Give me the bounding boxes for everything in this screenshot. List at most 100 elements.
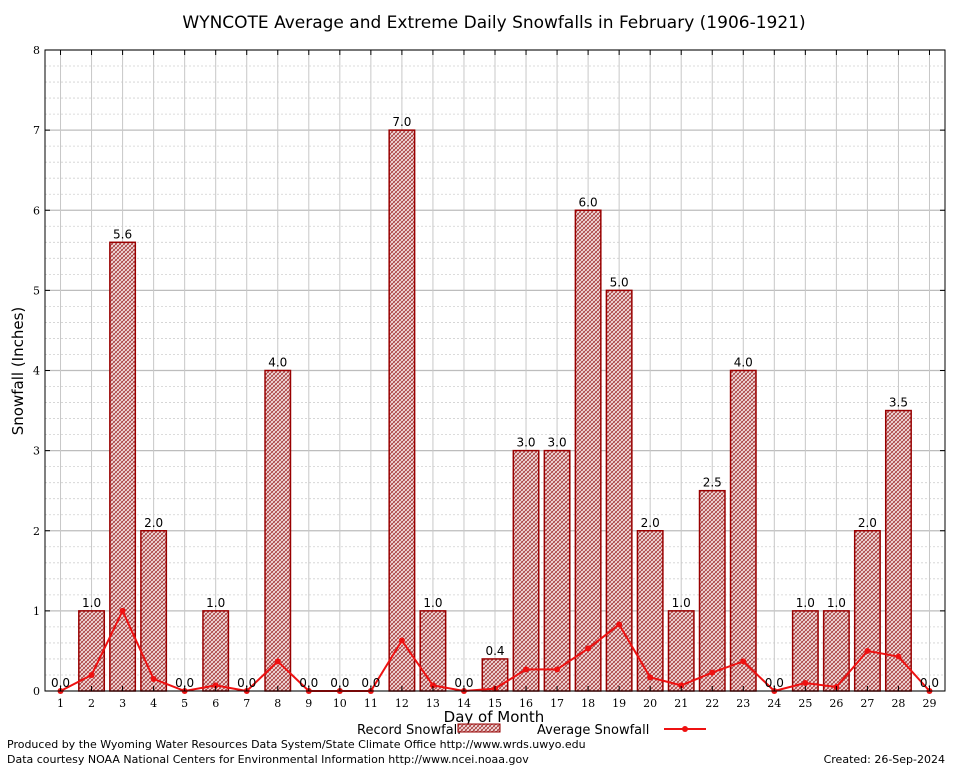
legend-label-record: Record Snowfall — [357, 723, 461, 738]
y-tick-label: 2 — [33, 525, 40, 538]
data-label-day-6: 1.0 — [206, 596, 225, 610]
y-tick-label: 7 — [33, 124, 40, 137]
data-label-day-29: 0.0 — [920, 676, 939, 690]
data-label-day-21: 1.0 — [672, 596, 691, 610]
data-label-day-5: 0.0 — [175, 676, 194, 690]
data-label-day-23: 4.0 — [734, 356, 753, 370]
x-tick-label: 22 — [705, 697, 719, 710]
x-tick-label: 8 — [274, 697, 281, 710]
data-label-day-24: 0.0 — [765, 676, 784, 690]
bar-record-day-3 — [109, 241, 137, 692]
average-point-day-27 — [864, 647, 871, 654]
legend-marker-average — [682, 726, 688, 732]
bar-record-day-26 — [822, 610, 850, 692]
average-point-day-19 — [616, 621, 623, 628]
data-label-day-16: 3.0 — [516, 436, 535, 450]
data-label-day-3: 5.6 — [113, 227, 132, 241]
legend: Record Snowfall Average Snowfall — [357, 723, 706, 738]
x-tick-label: 12 — [395, 697, 409, 710]
footer-produced-by: Produced by the Wyoming Water Resources … — [7, 738, 586, 751]
y-tick-label: 5 — [33, 284, 40, 297]
average-point-day-6 — [212, 682, 219, 689]
footer-data-courtesy: Data courtesy NOAA National Centers for … — [7, 753, 529, 766]
data-label-day-17: 3.0 — [548, 436, 567, 450]
y-tick-label: 0 — [33, 685, 40, 698]
average-point-day-13 — [429, 682, 436, 689]
bar-record-day-16 — [512, 449, 540, 692]
x-tick-label: 29 — [922, 697, 936, 710]
data-label-day-19: 5.0 — [610, 275, 629, 289]
average-point-day-12 — [398, 637, 405, 644]
y-tick-label: 3 — [33, 445, 40, 458]
bar-record-day-8 — [264, 369, 292, 692]
bar-record-day-23 — [729, 369, 757, 692]
data-label-day-14: 0.0 — [454, 676, 473, 690]
average-point-day-3 — [119, 607, 126, 614]
bar-record-day-18 — [574, 209, 602, 692]
average-point-day-21 — [678, 682, 685, 689]
x-axis-label: Day of Month — [444, 708, 545, 726]
bar-record-day-25 — [791, 610, 819, 692]
average-point-day-17 — [554, 666, 561, 673]
average-point-day-8 — [274, 658, 281, 665]
data-label-day-11: 0.0 — [361, 676, 380, 690]
data-label-day-12: 7.0 — [392, 115, 411, 129]
legend-swatch-record — [457, 723, 501, 733]
data-label-day-18: 6.0 — [579, 195, 598, 209]
x-tick-label: 18 — [581, 697, 595, 710]
x-tick-label: 4 — [150, 697, 157, 710]
bar-record-day-20 — [636, 530, 664, 692]
data-label-day-20: 2.0 — [641, 516, 660, 530]
data-label-day-1: 0.0 — [51, 676, 70, 690]
footer-created: Created: 26-Sep-2024 — [824, 753, 945, 766]
x-tick-label: 19 — [612, 697, 626, 710]
x-tick-label: 6 — [212, 697, 219, 710]
x-tick-label: 28 — [891, 697, 905, 710]
average-point-day-2 — [88, 671, 95, 678]
bar-record-day-27 — [853, 530, 881, 692]
x-tick-label: 26 — [829, 697, 843, 710]
x-tick-label: 14 — [457, 697, 471, 710]
x-tick-label: 1 — [57, 697, 64, 710]
average-point-day-16 — [523, 666, 530, 673]
y-tick-label: 4 — [33, 365, 40, 378]
data-label-day-7: 0.0 — [237, 676, 256, 690]
average-point-day-25 — [802, 679, 809, 686]
data-label-day-4: 2.0 — [144, 516, 163, 530]
average-point-day-23 — [740, 658, 747, 665]
x-tick-label: 3 — [119, 697, 126, 710]
y-axis-label: Snowfall (Inches) — [9, 307, 27, 435]
bar-record-day-17 — [543, 449, 571, 692]
x-tick-label: 23 — [736, 697, 750, 710]
x-tick-label: 10 — [333, 697, 347, 710]
bar-record-day-28 — [884, 409, 912, 692]
data-label-day-8: 4.0 — [268, 356, 287, 370]
x-tick-label: 11 — [364, 697, 378, 710]
x-tick-label: 15 — [488, 697, 502, 710]
data-label-day-13: 1.0 — [423, 596, 442, 610]
average-point-day-22 — [709, 669, 716, 676]
x-tick-label: 20 — [643, 697, 657, 710]
x-tick-label: 24 — [767, 697, 781, 710]
y-tick-label: 8 — [33, 44, 40, 57]
data-label-day-28: 3.5 — [889, 396, 908, 410]
legend-label-average: Average Snowfall — [537, 723, 649, 738]
x-tick-label: 25 — [798, 697, 812, 710]
x-tick-label: 2 — [88, 697, 95, 710]
x-tick-label: 27 — [860, 697, 874, 710]
bar-record-day-13 — [419, 610, 447, 692]
data-label-day-10: 0.0 — [330, 676, 349, 690]
grid — [45, 49, 945, 692]
data-label-day-2: 1.0 — [82, 596, 101, 610]
x-tick-label: 17 — [550, 697, 564, 710]
x-tick-label: 7 — [243, 697, 250, 710]
x-tick-label: 16 — [519, 697, 533, 710]
average-point-day-28 — [895, 653, 902, 660]
data-label-day-15: 0.4 — [485, 644, 504, 658]
bar-record-day-6 — [202, 610, 230, 692]
bar-record-day-22 — [698, 489, 726, 692]
x-tick-label: 13 — [426, 697, 440, 710]
x-tick-label: 5 — [181, 697, 188, 710]
x-tick-label: 21 — [674, 697, 688, 710]
